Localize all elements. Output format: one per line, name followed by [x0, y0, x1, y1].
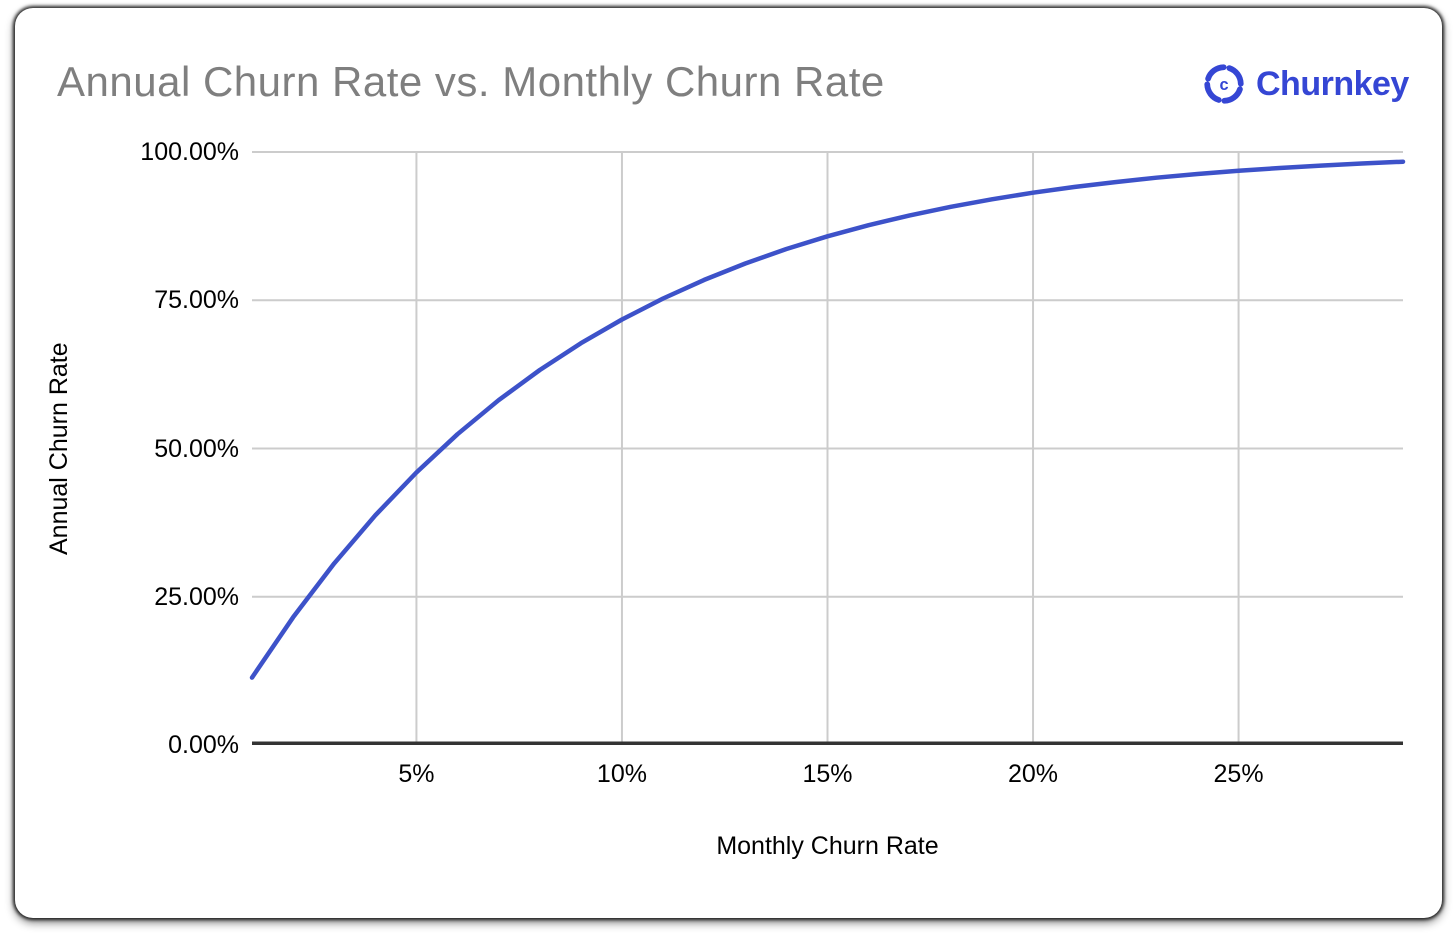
svg-text:c: c [1219, 76, 1228, 94]
y-tick-label: 25.00% [154, 582, 239, 611]
x-tick-label: 15% [802, 760, 853, 788]
churnkey-logo: c Churnkey [1201, 56, 1409, 112]
churn-curve [249, 159, 1406, 680]
x-axis-title: Monthly Churn Rate [716, 832, 939, 860]
churnkey-logo-text: Churnkey [1256, 64, 1409, 103]
y-tick-label: 75.00% [154, 286, 239, 315]
y-axis-tick-labels: 0.00% 25.00% 50.00% 75.00% 100.00% [15, 138, 239, 759]
x-tick-label: 25% [1213, 760, 1264, 788]
chart-title: Annual Churn Rate vs. Monthly Churn Rate [57, 58, 885, 105]
x-tick-label: 5% [398, 760, 435, 788]
plot-canvas [249, 151, 1406, 745]
x-tick-label: 20% [1008, 760, 1059, 788]
y-tick-label: 100.00% [140, 138, 239, 166]
x-tick-label: 10% [596, 760, 647, 788]
y-tick-label: 0.00% [168, 731, 239, 759]
churnkey-shutter-icon: c [1204, 64, 1244, 104]
line-chart-plot [249, 151, 1406, 745]
chart-card: Annual Churn Rate vs. Monthly Churn Rate… [15, 8, 1442, 918]
x-axis-tick-labels: 5% 10% 15% 20% 25% [252, 758, 1403, 790]
y-tick-label: 50.00% [154, 434, 239, 463]
